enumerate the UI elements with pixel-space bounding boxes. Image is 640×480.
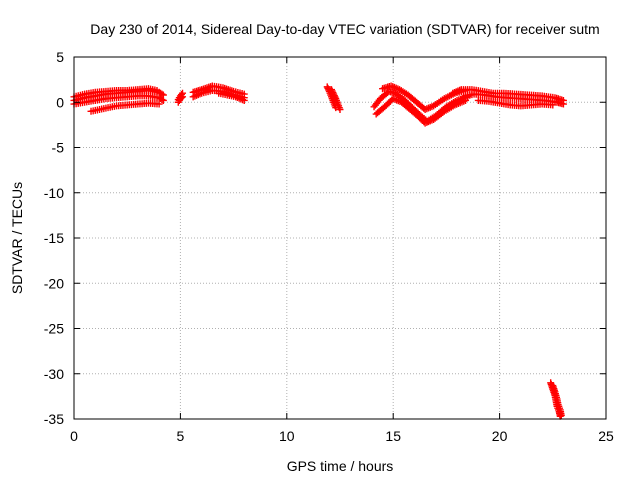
y-tick-label-0: 5 [56,49,64,65]
data-point-86 [158,96,166,104]
data-point-160 [153,86,161,94]
y-tick-label-3: -10 [44,185,64,201]
y-tick-label-2: -5 [52,140,65,156]
grid [74,57,606,419]
x-tick-label-0: 0 [70,428,78,444]
x-axis-label: GPS time / hours [287,458,394,474]
y-axis-label: SDTVAR / TECUs [9,182,25,294]
x-tick-label-3: 15 [385,428,401,444]
x-tick-label-5: 25 [598,428,614,444]
data-point-169 [177,94,185,102]
data-point-258 [331,93,339,101]
y-tick-label-5: -20 [44,275,64,291]
x-tick-label-2: 10 [279,428,295,444]
data-point-120 [155,100,163,108]
data-point-575 [549,101,557,109]
data-point-239 [240,96,248,104]
x-tick-label-1: 5 [177,428,185,444]
axis-ticks: 0 5 10 15 20 25 5 0 -5 -10 -15 -20 -25 -30 -35 [44,49,614,444]
data-point-170 [179,93,187,101]
x-tick-label-4: 20 [492,428,508,444]
data-points [70,82,567,420]
y-tick-label-1: 0 [56,94,64,110]
y-tick-label-8: -35 [44,411,64,427]
data-point-87 [159,96,167,104]
chart-title: Day 230 of 2014, Sidereal Day-to-day VTE… [90,21,599,37]
data-point-539 [559,100,567,108]
y-tick-label-6: -25 [44,321,64,337]
data-point-614 [557,411,565,419]
y-tick-label-7: -30 [44,366,64,382]
data-point-265 [336,105,344,113]
y-tick-label-4: -15 [44,230,64,246]
